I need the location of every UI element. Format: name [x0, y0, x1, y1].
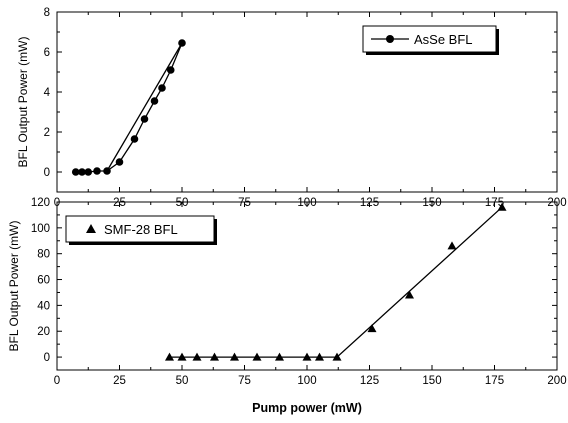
- bottom-x-tick-label: 100: [297, 375, 316, 387]
- top-legend-label: AsSe BFL: [414, 32, 473, 47]
- bottom-x-tick-label: 125: [360, 375, 379, 387]
- top-data-point: [158, 84, 166, 92]
- bottom-y-tick-label: 60: [37, 275, 50, 287]
- bottom-fit-line: [169, 206, 503, 358]
- bottom-x-tick-label: 75: [238, 375, 251, 387]
- top-data-point: [84, 168, 93, 176]
- bottom-x-tick-label: 50: [176, 375, 189, 387]
- top-data-point: [178, 39, 186, 47]
- top-data-point: [140, 115, 149, 123]
- bottom-legend-marker: [86, 224, 96, 233]
- bottom-y-tick-label: 80: [37, 249, 50, 261]
- top-y-tick-label: 0: [44, 167, 50, 179]
- top-data-point: [93, 167, 101, 175]
- bottom-data-point: [332, 352, 342, 361]
- bottom-data-point: [497, 202, 507, 211]
- bottom-legend: SMF-28 BFL: [65, 215, 217, 245]
- top-panel: 025507510012515017520002468 BFL Output P…: [16, 7, 567, 209]
- bottom-data-point: [405, 290, 414, 299]
- bottom-x-tick-label: 200: [547, 375, 566, 387]
- bottom-data-point: [165, 352, 174, 361]
- bottom-data-point: [210, 352, 219, 361]
- bottom-y-tick-label: 0: [44, 352, 50, 364]
- bottom-legend-label: SMF-28 BFL: [104, 222, 178, 237]
- bottom-data-point: [447, 241, 457, 250]
- top-y-axis-label: BFL Output Power (mW): [16, 37, 30, 168]
- top-y-tick-label: 6: [44, 47, 50, 59]
- top-data-point: [150, 97, 159, 105]
- top-legend: AsSe BFL: [362, 25, 499, 55]
- bottom-x-tick-label: 0: [54, 375, 60, 387]
- top-data-point: [103, 167, 111, 175]
- top-series-line: [75, 42, 183, 173]
- top-y-tick-label: 2: [44, 127, 50, 139]
- top-data-point: [115, 158, 124, 166]
- bottom-x-tick-label: 150: [422, 375, 441, 387]
- top-data-point: [71, 168, 80, 176]
- top-y-tick-label: 8: [44, 7, 50, 19]
- bottom-y-tick-label: 100: [31, 223, 50, 235]
- bottom-data-point: [230, 352, 239, 361]
- bottom-y-tick-label: 120: [31, 197, 50, 209]
- top-data-point: [130, 135, 139, 143]
- bottom-data-point: [177, 352, 187, 361]
- bottom-y-tick-label: 20: [37, 326, 50, 338]
- top-data-point: [166, 66, 175, 74]
- bottom-y-axis-label: BFL Output Power (mW): [7, 221, 21, 352]
- bottom-data-point: [367, 324, 377, 333]
- top-fit-line: [106, 42, 183, 172]
- bottom-x-tick-label: 25: [113, 375, 126, 387]
- top-legend-marker: [386, 35, 394, 43]
- bottom-y-tick-label: 40: [37, 300, 50, 312]
- bottom-data-point: [315, 352, 324, 361]
- bottom-data-point: [252, 352, 262, 361]
- bottom-data-point: [192, 352, 202, 361]
- top-y-tick-label: 4: [44, 87, 51, 99]
- bottom-panel: 0 25 50 75 100 125 150 175 200 0 20 40 60 80 100 120 BF…: [7, 197, 567, 415]
- bottom-data-point: [302, 352, 312, 361]
- x-axis-label: Pump power (mW): [252, 401, 362, 415]
- top-data-point: [78, 168, 86, 176]
- bottom-x-tick-label: 175: [485, 375, 504, 387]
- bottom-data-point: [275, 352, 284, 361]
